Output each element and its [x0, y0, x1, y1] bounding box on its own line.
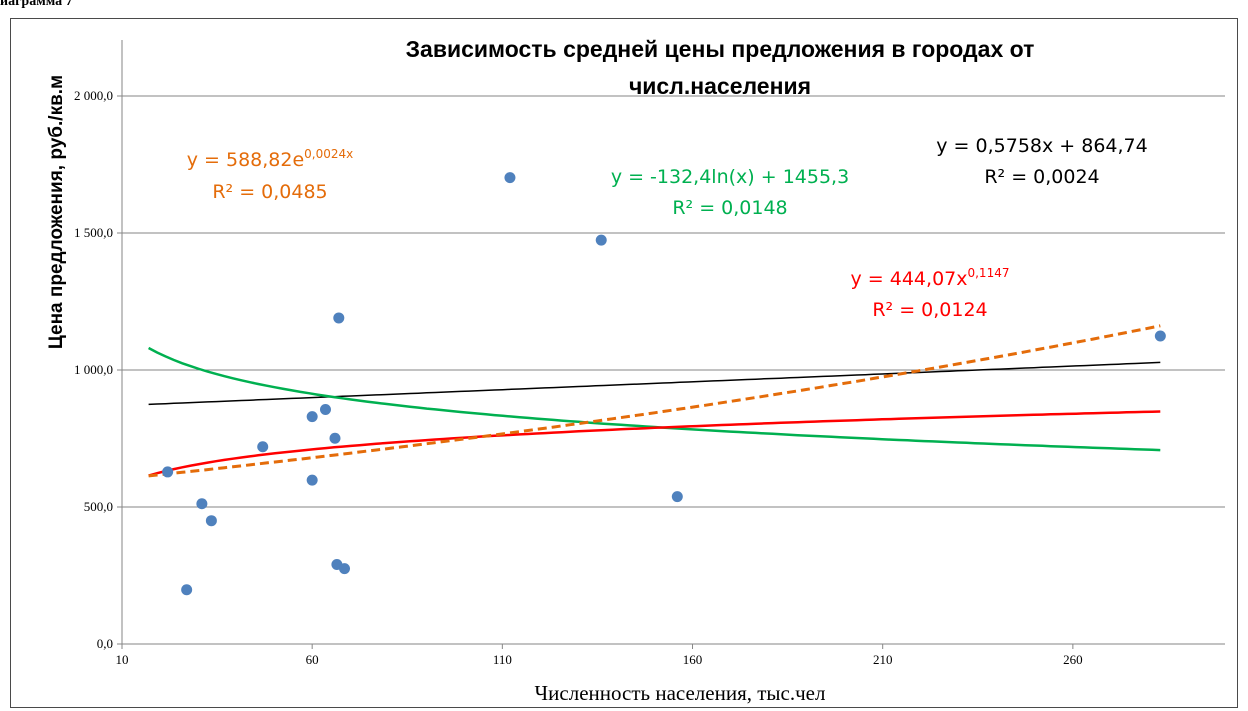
- data-point: [162, 466, 174, 478]
- trendline-exp: [148, 324, 1161, 478]
- y-tick-label: 2 000,0: [74, 88, 113, 103]
- data-point: [333, 312, 345, 324]
- axes: [117, 40, 1225, 649]
- data-point: [181, 584, 193, 596]
- x-tick-label: 210: [873, 652, 893, 667]
- exp-r2: R² = 0,0485: [212, 181, 327, 203]
- data-point: [306, 411, 318, 423]
- y-tick-label: 1 500,0: [74, 225, 113, 240]
- data-point: [319, 403, 331, 415]
- data-point: [205, 515, 217, 527]
- y-tick-label: 0,0: [97, 636, 113, 651]
- data-points: [162, 172, 1166, 596]
- linear-r2: R² = 0,0024: [984, 166, 1099, 188]
- trendline-linear: [148, 361, 1161, 406]
- data-point: [671, 491, 683, 503]
- data-point: [595, 234, 607, 246]
- y-axis-label: Цена предложения, руб./кв.м: [46, 75, 67, 349]
- data-point: [339, 563, 351, 575]
- log-r2: R² = 0,0148: [672, 197, 787, 219]
- power-equation-base: y = 444,07x: [851, 268, 968, 290]
- y-tick-label: 500,0: [84, 499, 113, 514]
- x-tick-label: 160: [683, 652, 703, 667]
- chart-title-line-2: числ.населения: [629, 73, 811, 99]
- x-tick-label: 110: [493, 652, 512, 667]
- data-point: [257, 441, 269, 453]
- chart-title-line-1: Зависимость средней цены предложения в г…: [406, 36, 1035, 62]
- trendline-power: [148, 410, 1161, 477]
- x-tick-label: 10: [116, 652, 129, 667]
- y-tick-label: 1 000,0: [74, 362, 113, 377]
- data-point: [504, 172, 516, 184]
- log-equation: y = -132,4ln(x) + 1455,3: [611, 166, 849, 188]
- trendlines: [148, 324, 1161, 478]
- exp-equation: y = 588,82e0,0024x: [187, 147, 354, 171]
- x-tick-label: 260: [1063, 652, 1083, 667]
- data-point: [1154, 330, 1166, 342]
- linear-equation: y = 0,5758x + 864,74: [936, 135, 1147, 157]
- power-r2: R² = 0,0124: [872, 299, 987, 321]
- tick-labels: 0,0 500,0 1 000,0 1 500,0 2 000,0 10 60 110 160 2…: [74, 88, 1083, 667]
- exp-equation-exponent: 0,0024x: [304, 147, 353, 161]
- x-tick-label: 60: [306, 652, 319, 667]
- caption-fragment: иаграмма 7: [0, 0, 73, 9]
- data-point: [306, 474, 318, 486]
- power-equation-exponent: 0,1147: [967, 266, 1009, 280]
- power-equation: y = 444,07x0,1147: [851, 266, 1010, 290]
- exp-equation-base: y = 588,82e: [187, 149, 304, 171]
- chart-frame: [10, 18, 1238, 708]
- trendline-log: [148, 346, 1161, 452]
- data-point: [196, 498, 208, 510]
- x-axis-label: Численность населения, тыс.чел: [535, 681, 826, 705]
- data-point: [329, 432, 341, 444]
- grid: [122, 95, 1225, 508]
